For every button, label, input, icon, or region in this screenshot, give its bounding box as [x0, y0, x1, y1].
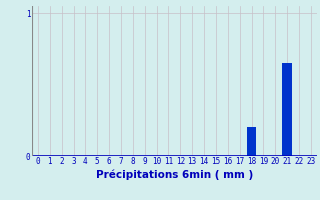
Bar	[247, 127, 256, 156]
X-axis label: Précipitations 6min ( mm ): Précipitations 6min ( mm )	[96, 169, 253, 180]
Bar	[282, 63, 292, 156]
